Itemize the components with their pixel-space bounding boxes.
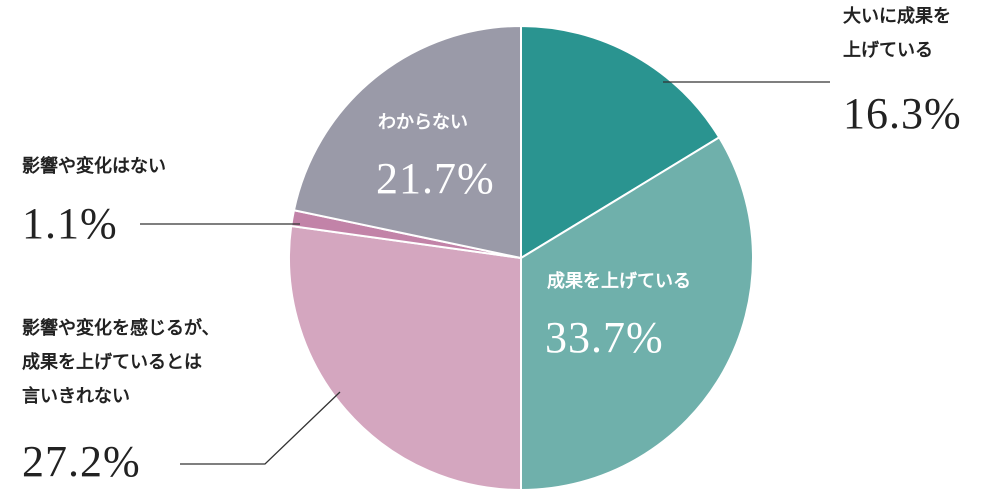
value-label: 21.7%: [376, 154, 495, 203]
slice-label: 成果を上げている: [547, 271, 691, 292]
pie-slice: [292, 24, 522, 260]
pie-slice: [520, 136, 754, 492]
pie-slice: [288, 224, 522, 492]
value-label: 33.7%: [545, 313, 664, 362]
slice-label: 大いに成果を 上げている: [843, 6, 951, 61]
slice-label: わからない: [378, 112, 468, 133]
value-label: 16.3%: [843, 89, 962, 138]
value-label: 1.1%: [22, 199, 118, 248]
value-label: 27.2%: [22, 437, 141, 486]
leader-line: [180, 391, 341, 465]
slices: [288, 24, 754, 492]
slice-label: 影響や変化はない: [22, 156, 166, 177]
pie-slice: [520, 24, 721, 260]
slice-label: 影響や変化を感じるが、 成果を上げているとは 言いきれない: [22, 318, 220, 407]
